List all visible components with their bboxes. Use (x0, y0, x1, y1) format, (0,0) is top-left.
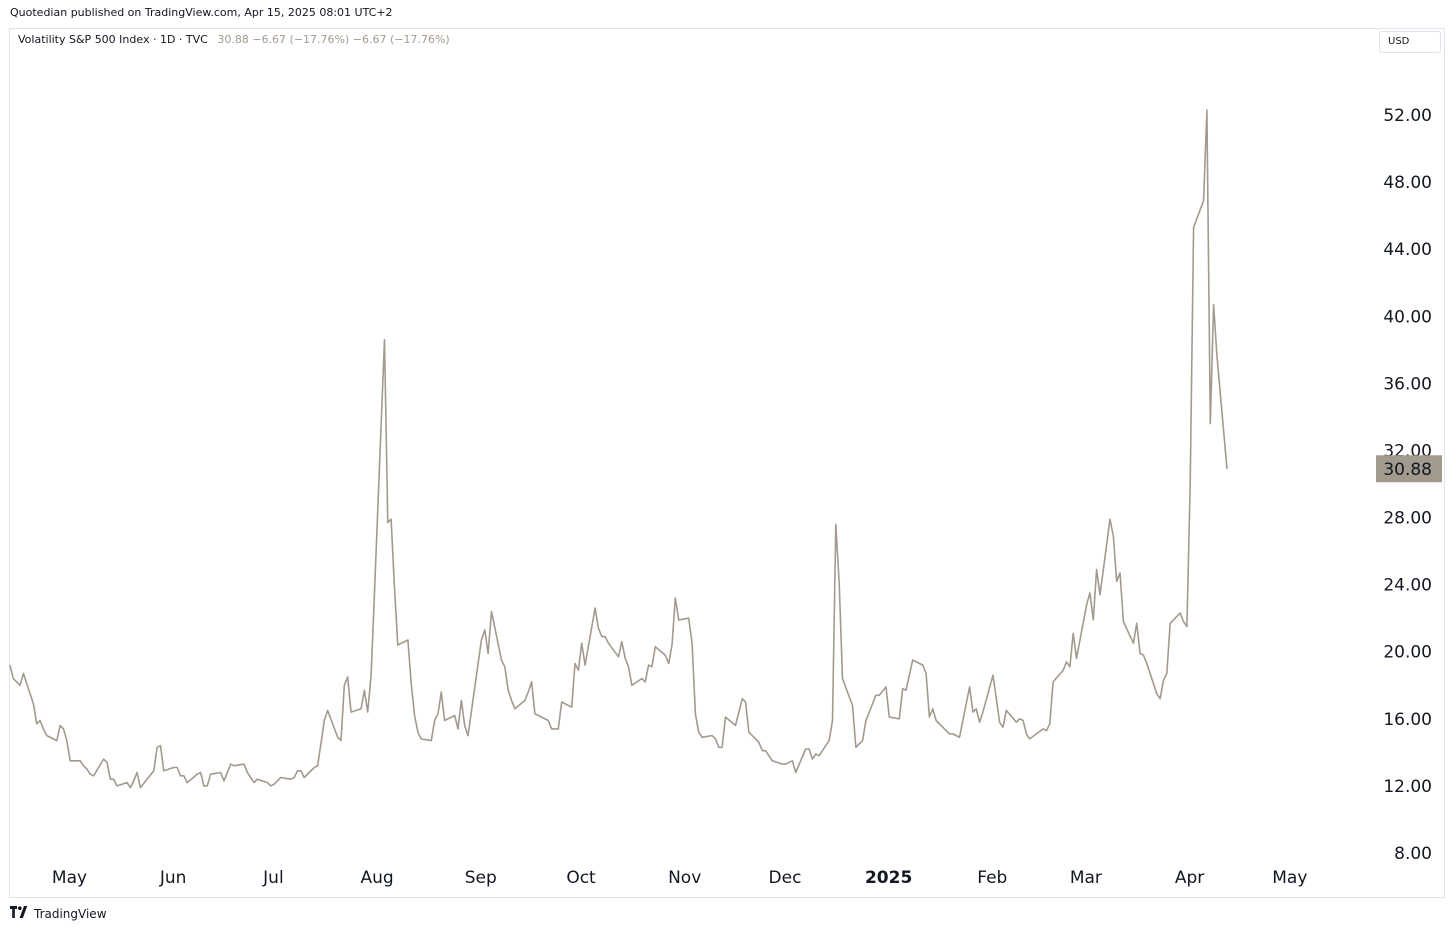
tradingview-logo-glyph (10, 906, 28, 918)
last-price-badge-background (1376, 455, 1442, 483)
legend-values: 30.88 −6.67 (−17.76%) −6.67 (−17.76%) (217, 33, 450, 46)
last-price-badge: 30.88 (1376, 455, 1442, 483)
last-price-label: 30.88 (1383, 460, 1432, 480)
price-tick-label: 28.00 (1383, 509, 1432, 529)
footer-brand: TradingView (34, 906, 107, 921)
time-tick-label: Jul (262, 868, 284, 888)
time-tick-label: Sep (465, 868, 497, 888)
time-tick-label: Dec (769, 868, 802, 888)
time-tick-label: Nov (668, 868, 701, 888)
time-axis[interactable]: May Jun Jul Aug Sep Oct Nov Dec 2025 Feb Mar Apr May (52, 868, 1307, 888)
currency-button[interactable]: USD (1379, 31, 1441, 53)
price-tick-label: 20.00 (1383, 643, 1432, 663)
time-tick-label: Aug (360, 868, 393, 888)
chart-frame (9, 28, 1445, 898)
price-tick-label: 52.00 (1383, 106, 1432, 126)
time-tick-label: 2025 (865, 868, 912, 888)
price-tick-label: 36.00 (1383, 374, 1432, 394)
price-tick-label: 16.00 (1383, 710, 1432, 730)
symbol-legend[interactable]: Volatility S&P 500 Index · 1D · TVC 30.8… (18, 33, 450, 46)
plot-area[interactable] (9, 109, 1228, 789)
tradingview-logo-icon (10, 906, 30, 921)
published-caption: Quotedian published on TradingView.com, … (10, 6, 393, 19)
price-tick-label: 8.00 (1394, 844, 1432, 864)
series-line-vix (9, 109, 1228, 789)
time-tick-label: May (52, 868, 87, 888)
price-axis[interactable]: 52.0048.0044.0040.0036.0032.0028.0024.00… (1383, 106, 1432, 864)
time-tick-label: Jun (159, 868, 187, 888)
time-tick-label: Apr (1175, 868, 1204, 888)
footer: TradingView (10, 906, 107, 921)
price-tick-label: 12.00 (1383, 777, 1432, 797)
time-tick-label: Feb (977, 868, 1007, 888)
price-tick-label: 48.00 (1383, 173, 1432, 193)
time-tick-label: Mar (1070, 868, 1102, 888)
time-tick-label: Oct (566, 868, 596, 888)
price-tick-label: 24.00 (1383, 576, 1432, 596)
time-tick-label: May (1272, 868, 1307, 888)
price-tick-label: 40.00 (1383, 307, 1432, 327)
price-tick-label: 44.00 (1383, 240, 1432, 260)
legend-symbol[interactable]: Volatility S&P 500 Index · 1D · TVC (18, 33, 208, 46)
